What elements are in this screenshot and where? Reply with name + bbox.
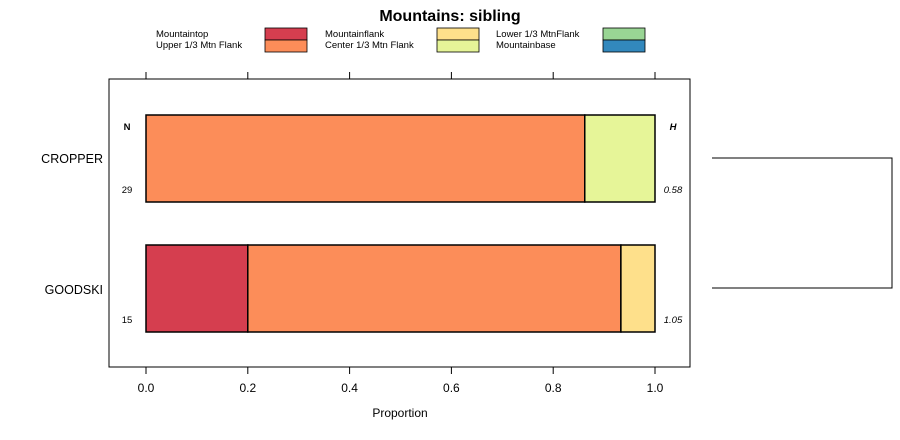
h-value: 1.05: [664, 315, 683, 326]
legend-swatch: [436, 39, 480, 53]
category-label: CROPPER: [41, 152, 103, 166]
dendrogram-branch: [712, 157, 893, 289]
h-value: 0.58: [664, 185, 683, 196]
bar-segment: [584, 114, 656, 203]
bar-segment: [620, 244, 656, 333]
plot-frame: [108, 78, 691, 368]
h-header: H: [670, 122, 678, 133]
legend-label: Mountainflank: [325, 29, 384, 40]
bars: CROPPER 29 0.58 GOODSKI 15 1.05: [41, 114, 683, 333]
x-tick-label: 0.6: [443, 381, 460, 395]
x-tick-label: 0.2: [239, 381, 256, 395]
x-tick-label: 0.8: [545, 381, 562, 395]
legend-swatch: [602, 27, 646, 41]
bar-segment: [145, 114, 586, 203]
legend-label: Upper 1/3 Mtn Flank: [156, 40, 242, 51]
chart-title: Mountains: sibling: [379, 8, 520, 25]
x-tick-label: 1.0: [647, 381, 664, 395]
x-tick-label: 0.4: [341, 381, 358, 395]
n-value: 15: [122, 315, 133, 326]
n-header: N: [124, 122, 131, 133]
bar-segment: [247, 244, 622, 333]
legend-swatch: [436, 27, 480, 41]
legend-label: Mountainbase: [496, 40, 556, 51]
legend-swatch: [264, 27, 308, 41]
x-axis-label: Proportion: [372, 406, 427, 420]
category-label: GOODSKI: [45, 283, 103, 297]
x-tick-label: 0.0: [138, 381, 155, 395]
legend-swatch: [264, 39, 308, 53]
bar-segment: [145, 244, 249, 333]
legend-label: Mountaintop: [156, 29, 208, 40]
dendrogram: [712, 157, 893, 289]
legend-label: Lower 1/3 MtnFlank: [496, 29, 580, 40]
legend-label: Center 1/3 Mtn Flank: [325, 40, 414, 51]
n-value: 29: [122, 185, 133, 196]
legend-swatch: [602, 39, 646, 53]
x-axis: 0.0 0.2 0.4 0.6 0.8 1.0: [138, 72, 664, 395]
